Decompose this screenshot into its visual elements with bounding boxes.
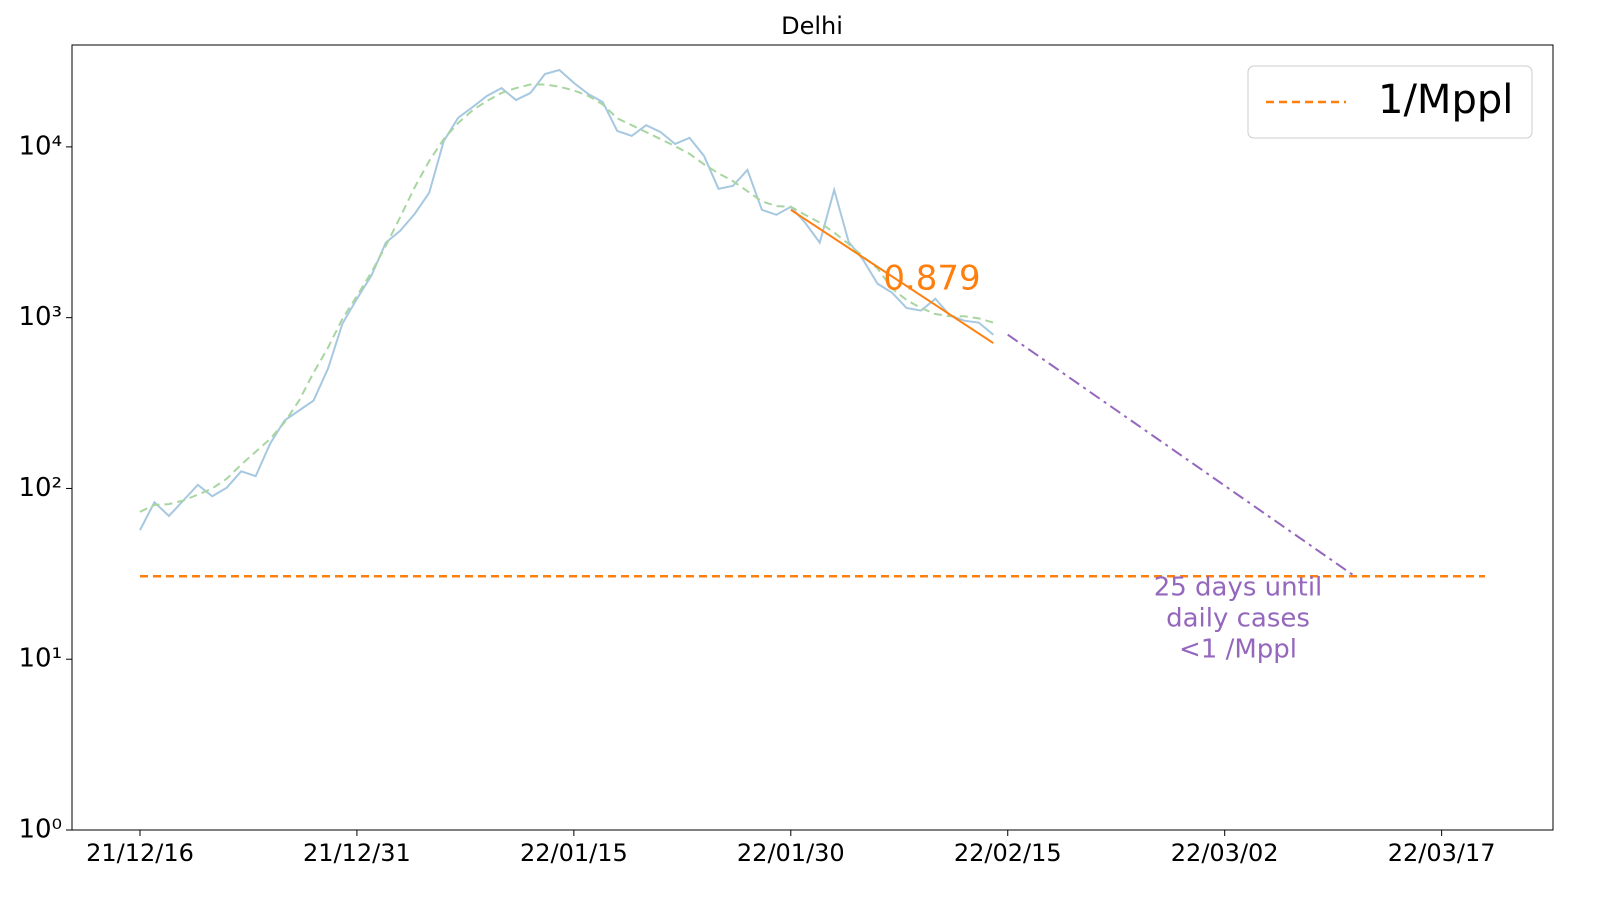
y-tick-label: 10¹ [18, 644, 62, 674]
y-tick-label: 10² [18, 473, 62, 503]
x-tick-label: 21/12/31 [303, 839, 411, 867]
series-line [1007, 333, 1356, 578]
projection-label: <1 /Mppl [1179, 635, 1297, 665]
x-tick-label: 22/03/17 [1388, 839, 1496, 867]
series-line [139, 68, 994, 531]
x-tick-label: 21/12/16 [86, 839, 194, 867]
x-tick-label: 22/01/15 [520, 839, 628, 867]
legend-label: 1/Mppl [1378, 77, 1513, 123]
fit-label: 0.879 [883, 259, 980, 299]
y-tick-label: 10³ [18, 302, 62, 332]
plot-frame [71, 44, 1554, 831]
projection-label: daily cases [1166, 604, 1310, 634]
chart-title: Delhi [781, 12, 843, 40]
series-line [139, 83, 994, 513]
projection-label: 25 days until [1154, 573, 1323, 603]
y-tick-label: 10⁴ [18, 131, 62, 161]
x-tick-label: 22/03/02 [1171, 839, 1279, 867]
y-tick-label: 10⁰ [18, 815, 62, 845]
legend-box [1247, 65, 1533, 139]
x-tick-label: 22/02/15 [954, 839, 1062, 867]
series-line [790, 208, 994, 344]
x-tick-label: 22/01/30 [737, 839, 845, 867]
